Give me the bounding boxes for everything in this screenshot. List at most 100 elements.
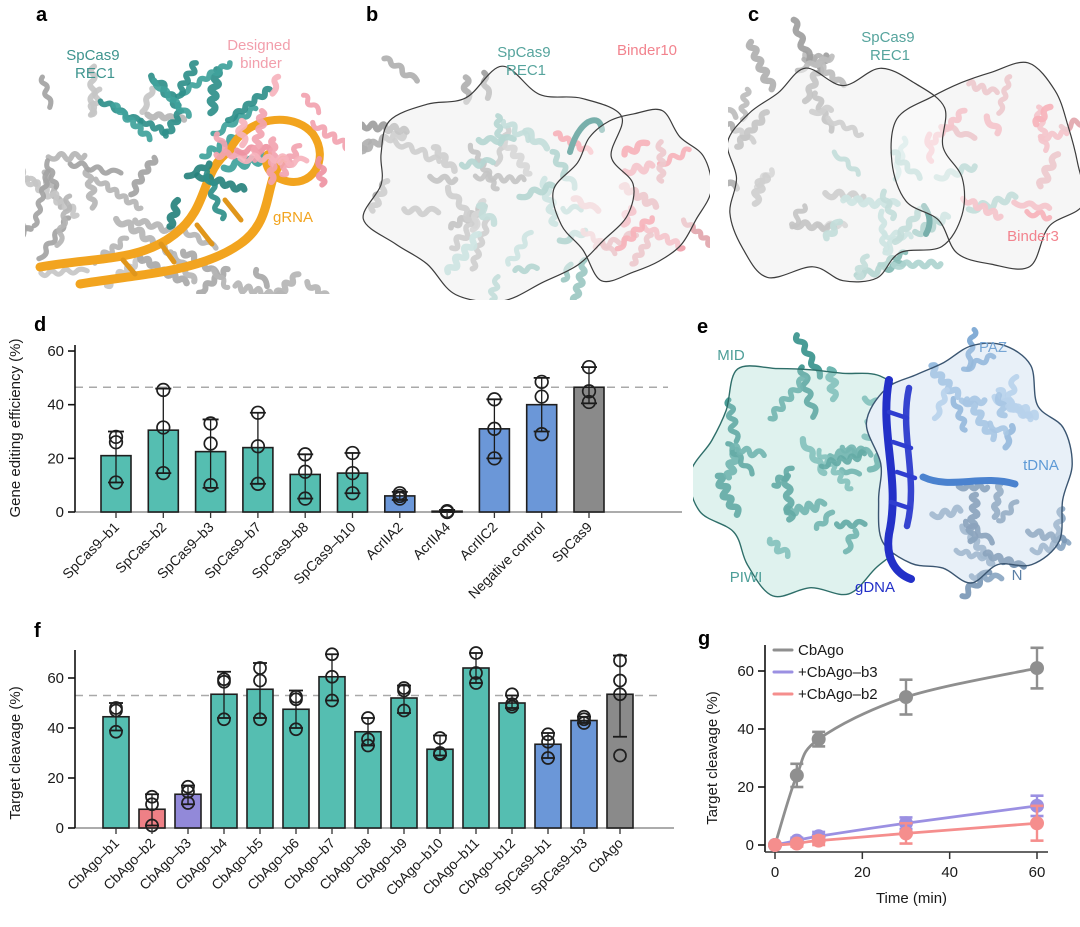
panel-c-structure: SpCas9 REC1 Binder3 xyxy=(728,16,1080,283)
strand xyxy=(194,222,215,247)
ribbon xyxy=(31,168,51,229)
panel-c-letter: c xyxy=(748,4,760,26)
ribbon xyxy=(427,173,459,186)
ribbon xyxy=(501,138,533,177)
ribbon xyxy=(924,131,935,164)
x-tick-label: 0 xyxy=(771,864,779,881)
y-tick-label: 40 xyxy=(47,720,64,737)
data-point xyxy=(109,701,123,715)
bar xyxy=(573,386,605,513)
ribbon xyxy=(166,196,182,230)
ribbon xyxy=(87,63,98,117)
ribbon xyxy=(512,263,540,275)
data-point xyxy=(534,389,549,404)
ribbon xyxy=(781,472,796,523)
data-point xyxy=(181,784,195,799)
ribbon xyxy=(831,149,861,177)
data-point xyxy=(145,789,159,804)
strand xyxy=(886,409,910,421)
ribbon xyxy=(381,55,420,84)
strand xyxy=(888,499,912,511)
label-tdna: tDNA xyxy=(1023,457,1059,474)
data-point xyxy=(325,693,339,708)
ribbon xyxy=(825,115,865,139)
label-spcas9-rec1: SpCas9 REC1 xyxy=(66,47,124,82)
ribbon xyxy=(213,131,228,153)
series-line xyxy=(773,666,1038,846)
data-point xyxy=(613,653,627,668)
x-tick-label: AcrIIC2 xyxy=(456,519,500,563)
data-point xyxy=(108,475,124,490)
label-n: N xyxy=(1012,567,1023,584)
ribbon xyxy=(891,205,925,246)
bar xyxy=(570,719,598,829)
panel-g-letter: g xyxy=(698,628,711,650)
ribbon xyxy=(38,266,90,279)
ribbon xyxy=(467,142,500,192)
data-point xyxy=(768,838,782,852)
data-point xyxy=(581,384,597,399)
structure-art xyxy=(728,16,1080,283)
ribbon xyxy=(959,569,993,600)
data-point xyxy=(581,359,597,375)
ribbon xyxy=(962,396,998,443)
ribbon xyxy=(618,181,660,210)
density-veil xyxy=(728,68,965,282)
ribbon xyxy=(111,102,153,143)
data-point xyxy=(541,751,555,765)
bar xyxy=(462,667,490,829)
y-tick-label: 0 xyxy=(56,504,64,521)
label-grna: gRNA xyxy=(273,209,313,226)
ribbon xyxy=(45,150,88,163)
data-point xyxy=(289,689,303,704)
data-point xyxy=(1030,661,1045,676)
x-tick-label: 60 xyxy=(1029,864,1046,881)
data-point xyxy=(250,405,266,420)
data-point xyxy=(109,724,123,739)
density-veil xyxy=(891,62,1080,270)
ribbon xyxy=(892,135,909,182)
ribbon xyxy=(1004,373,1020,410)
density-outline xyxy=(890,61,1080,270)
ribbon xyxy=(877,208,890,253)
bar xyxy=(498,702,526,829)
ribbon xyxy=(444,184,479,229)
ribbon xyxy=(269,271,302,294)
ribbon xyxy=(1011,199,1053,211)
ribbon xyxy=(825,366,840,403)
ribbon xyxy=(629,232,654,267)
ribbon xyxy=(250,108,268,163)
ribbon xyxy=(300,92,322,116)
ribbon xyxy=(931,387,950,422)
data-point xyxy=(325,669,339,684)
ribbon xyxy=(614,215,655,252)
ribbon xyxy=(128,154,159,198)
data-point xyxy=(487,451,502,466)
ribbon xyxy=(933,163,978,182)
ribbon xyxy=(879,188,898,222)
ribbon xyxy=(449,221,478,252)
y-tick-label: 0 xyxy=(56,820,64,837)
ribbon xyxy=(196,265,231,294)
data-point xyxy=(253,661,267,675)
ribbon xyxy=(996,74,1013,116)
density-veil xyxy=(552,109,710,282)
panel-e-letter: e xyxy=(697,316,709,338)
data-point xyxy=(325,647,339,662)
ribbon xyxy=(656,146,692,167)
density-veil xyxy=(363,66,635,300)
x-tick-label: 40 xyxy=(941,864,958,881)
ribbon xyxy=(235,117,249,149)
data-point xyxy=(203,416,218,431)
data-point xyxy=(811,732,826,747)
density-outline xyxy=(728,67,966,283)
paz-n-surface-fill xyxy=(866,343,1073,584)
ribbon xyxy=(790,16,814,64)
ribbon xyxy=(516,181,556,201)
data-point xyxy=(581,394,597,410)
bar xyxy=(390,697,418,829)
x-tick-label: AcrIIA4 xyxy=(409,519,453,563)
strand xyxy=(120,257,138,277)
ribbon xyxy=(1033,104,1050,154)
